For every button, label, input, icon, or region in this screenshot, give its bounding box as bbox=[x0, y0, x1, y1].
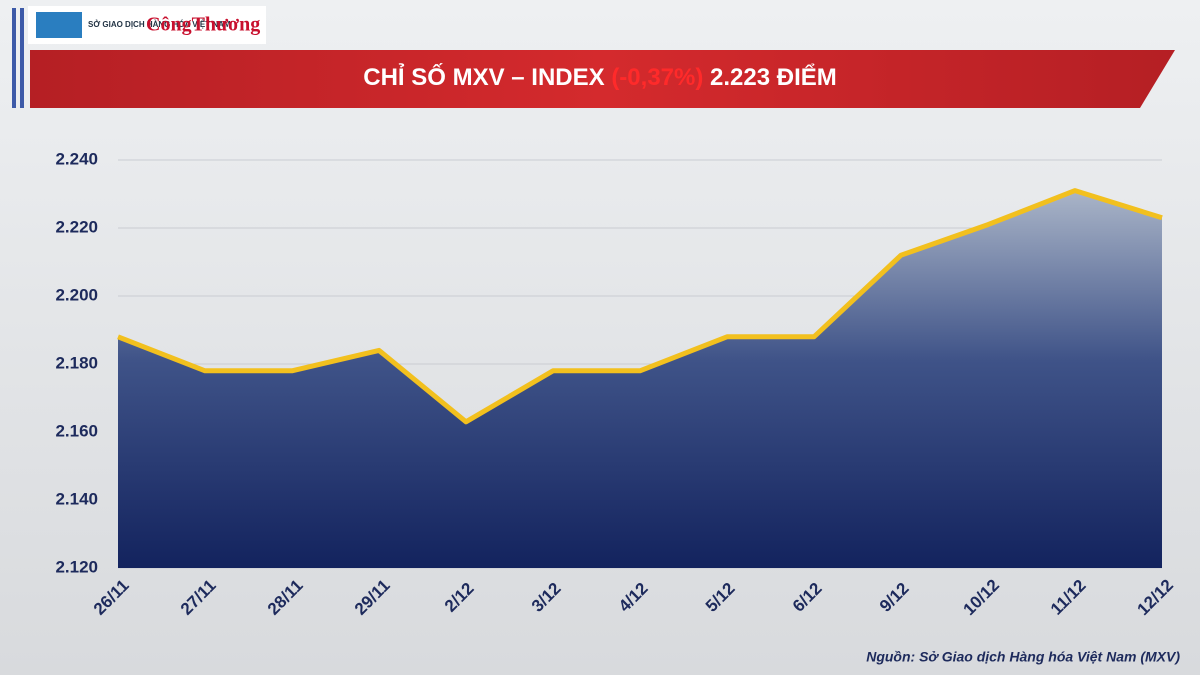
title-value: 2.223 ĐIỂM bbox=[703, 63, 836, 91]
title-change: (-0,37%) bbox=[611, 64, 703, 91]
y-tick-label: 2.180 bbox=[55, 353, 98, 372]
header-banner bbox=[30, 50, 1175, 108]
area bbox=[118, 190, 1162, 568]
source: Nguồn: Sở Giao dịch Hàng hóa Việt Nam (M… bbox=[866, 649, 1180, 665]
logo-icon bbox=[36, 12, 82, 38]
accent-bar bbox=[20, 8, 24, 108]
title-text: CHỈ SỐ MXV – INDEX bbox=[363, 62, 611, 91]
y-tick-label: 2.240 bbox=[55, 149, 98, 168]
y-tick-label: 2.220 bbox=[55, 217, 98, 236]
y-tick-label: 2.120 bbox=[55, 557, 98, 576]
chart-title: CHỈ SỐ MXV – INDEX (-0,37%) 2.223 ĐIỂM bbox=[363, 62, 837, 91]
exchange-logo: SỞ GIAO DỊCH HÀNG HÓA VIỆT NAM bbox=[88, 20, 231, 29]
y-tick-label: 2.140 bbox=[55, 489, 98, 508]
y-tick-label: 2.200 bbox=[55, 285, 98, 304]
plot: 2.1202.1402.1602.1802.2002.2202.24026/11… bbox=[55, 149, 1177, 619]
accent-bar bbox=[12, 8, 16, 108]
y-tick-label: 2.160 bbox=[55, 421, 98, 440]
newspaper-logo: CôngThương bbox=[146, 14, 260, 36]
line bbox=[117, 188, 1163, 425]
